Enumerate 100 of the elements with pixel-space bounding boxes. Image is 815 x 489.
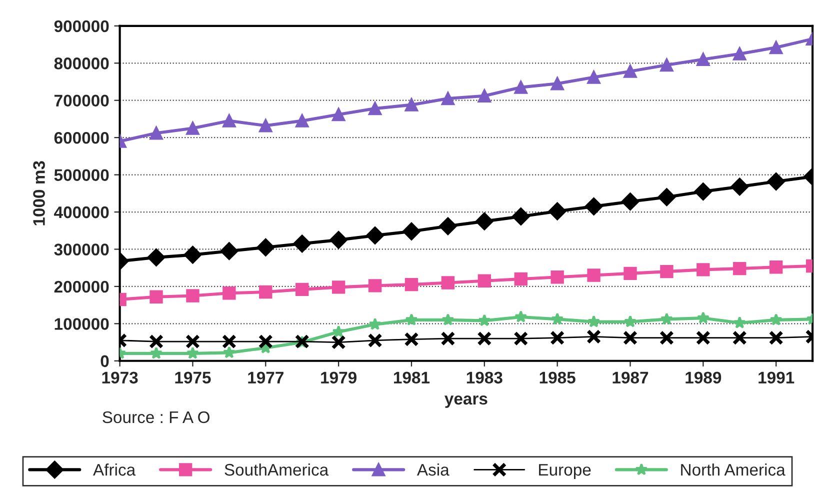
point: [732, 330, 747, 346]
y-tick-label: 200000: [54, 280, 109, 293]
point: [366, 226, 384, 244]
point: [186, 289, 200, 302]
point: [256, 238, 275, 256]
x-tick-label: 1981: [394, 372, 430, 384]
point: [404, 332, 419, 347]
x-tick-label: 1977: [248, 372, 284, 384]
y-tick-label: 600000: [54, 132, 109, 144]
point: [222, 114, 236, 128]
point: [551, 312, 564, 325]
point: [514, 331, 528, 346]
point: [441, 92, 455, 106]
y-tick-label: 100000: [54, 318, 109, 330]
point: [586, 329, 602, 344]
point: [259, 119, 272, 132]
point: [587, 70, 600, 84]
y-tick-label: 400000: [54, 206, 109, 218]
x-tick-label: 1975: [175, 372, 211, 384]
point: [150, 290, 163, 304]
point: [660, 58, 674, 72]
point: [368, 102, 382, 116]
point: [332, 108, 346, 122]
x-tick-label: 1979: [321, 372, 356, 384]
point: [660, 264, 674, 278]
point: [514, 310, 528, 323]
point: [222, 286, 236, 300]
point: [258, 334, 273, 349]
point: [621, 192, 640, 210]
point: [477, 331, 492, 346]
point: [330, 231, 348, 249]
point: [696, 263, 710, 276]
point: [441, 276, 455, 290]
point: [222, 346, 236, 358]
point: [512, 208, 530, 226]
y-tick-label: 700000: [54, 94, 109, 107]
point: [733, 262, 746, 276]
x-tick-label: 1989: [686, 372, 722, 384]
point: [587, 315, 600, 328]
point: [184, 246, 202, 264]
legend-label: North America: [681, 463, 786, 476]
point: [694, 182, 712, 200]
point: [259, 285, 272, 299]
point: [405, 313, 418, 326]
legend-label: Asia: [416, 463, 450, 476]
point: [293, 234, 312, 253]
source-note: Source : F A O: [102, 411, 210, 424]
point: [368, 333, 382, 348]
point: [478, 89, 492, 102]
point: [769, 40, 783, 54]
point: [733, 47, 746, 60]
point: [442, 313, 454, 326]
point: [733, 316, 746, 328]
x-tick-label: 1973: [102, 372, 138, 384]
point: [514, 80, 528, 94]
point: [220, 242, 238, 260]
point: [148, 334, 164, 349]
point: [368, 318, 382, 330]
point: [150, 126, 163, 140]
point: [440, 331, 456, 346]
point: [768, 330, 784, 346]
point: [476, 212, 494, 230]
legend-label: Europe: [539, 464, 591, 479]
point: [550, 77, 564, 90]
point: [404, 98, 418, 112]
point: [514, 272, 528, 286]
y-tick-label: 900000: [54, 20, 109, 32]
point: [296, 114, 309, 128]
point: [147, 248, 166, 266]
point: [186, 346, 200, 359]
point: [584, 198, 603, 216]
legend-label: SouthAmerica: [224, 463, 329, 476]
point: [439, 217, 457, 236]
point: [296, 282, 309, 296]
point: [624, 315, 637, 328]
point: [659, 330, 674, 346]
point: [696, 52, 710, 66]
point: [624, 64, 637, 78]
point: [186, 122, 200, 135]
point: [332, 325, 345, 338]
point: [404, 278, 418, 292]
point: [368, 279, 382, 292]
point: [478, 314, 491, 326]
point: [332, 280, 346, 294]
point: [624, 266, 637, 280]
x-tick-label: 1985: [540, 372, 576, 384]
x-tick-label: 1987: [612, 372, 648, 384]
point: [550, 330, 565, 346]
x-tick-label: 1983: [466, 372, 502, 384]
point: [767, 172, 785, 190]
x-tick-label: 1991: [758, 372, 794, 384]
point: [730, 178, 749, 196]
point: [696, 330, 710, 346]
point: [478, 274, 492, 288]
point: [587, 268, 600, 282]
point: [696, 311, 710, 324]
point: [331, 334, 346, 350]
x-axis-title: years: [444, 395, 488, 408]
point: [150, 346, 163, 359]
y-axis-title: 1000 m3: [33, 161, 45, 226]
